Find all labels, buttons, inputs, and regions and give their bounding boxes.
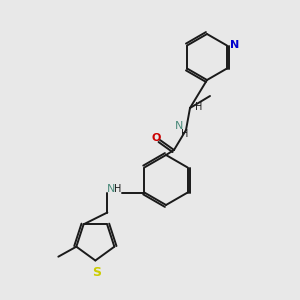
Text: H: H bbox=[114, 184, 121, 194]
Text: H: H bbox=[181, 129, 189, 139]
Text: N: N bbox=[107, 184, 116, 194]
Text: H: H bbox=[195, 102, 202, 112]
Text: O: O bbox=[151, 133, 161, 143]
Text: S: S bbox=[92, 266, 101, 278]
Text: N: N bbox=[175, 121, 183, 131]
Text: N: N bbox=[230, 40, 239, 50]
